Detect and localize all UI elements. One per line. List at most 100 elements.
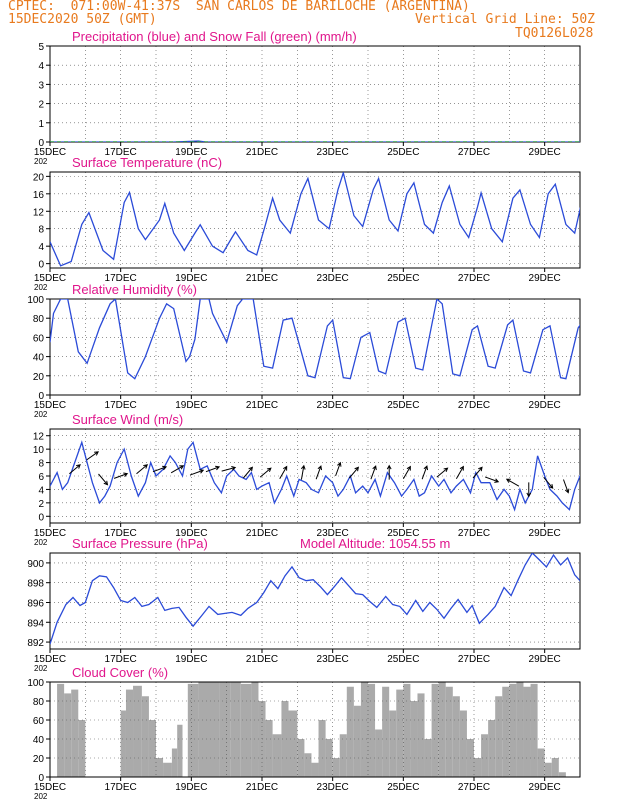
y-tick-label: 80 <box>33 314 45 325</box>
panel-frame <box>49 45 581 143</box>
panel-6: 0 20 40 60 80 100 15DEC 17DEC 19DEC 21DEC 23DEC 25D… <box>27 665 608 800</box>
cloud-bar <box>537 748 545 777</box>
wind-arrow <box>526 482 532 498</box>
page-header: CPTEC: 071:00W-41:37S SAN CARLOS DE BARI… <box>0 0 618 48</box>
y-tick-label: 0 <box>38 138 44 149</box>
panel-title: Surface Temperature (nC) <box>72 155 222 170</box>
x-tick-label: 15DEC <box>34 782 66 793</box>
wind-arrow <box>205 465 221 473</box>
y-tick-label: 40 <box>33 353 45 364</box>
cloud-bar <box>240 683 252 777</box>
cloud-bar <box>389 710 397 777</box>
cloud-bar <box>230 682 241 777</box>
cloud-bar <box>57 683 65 777</box>
wind-arrow <box>300 464 306 480</box>
y-tick-label: 20 <box>33 372 45 383</box>
cloud-bar <box>304 753 312 777</box>
series-temperature <box>50 172 580 267</box>
x-tick-label: 23DEC <box>317 147 349 158</box>
y-tick-label: 4 <box>38 242 44 253</box>
cloud-bar <box>594 711 601 778</box>
y-tick-label: 20 <box>33 172 45 183</box>
x-tick-label: 29DEC <box>529 654 561 665</box>
cloud-bar <box>452 696 460 777</box>
cloud-bar <box>339 734 347 777</box>
y-tick-label: 894 <box>27 618 44 629</box>
y-tick-label: 900 <box>27 559 44 570</box>
cloud-bar <box>148 720 156 777</box>
y-tick-label: 100 <box>27 295 44 306</box>
x-tick-label: 23DEC <box>317 654 349 665</box>
cloud-bar <box>133 685 142 777</box>
panel-title: Cloud Cover (%) <box>72 665 168 680</box>
cloud-bar <box>459 710 467 777</box>
x-tick-label: 21DEC <box>246 528 278 539</box>
cloud-bar <box>346 686 354 777</box>
wind-arrow <box>242 466 254 479</box>
y-tick-label: 0 <box>38 773 44 784</box>
panel-frame <box>49 552 581 650</box>
cloud-bar <box>495 696 503 777</box>
y-tick-label: 60 <box>33 716 45 727</box>
cloud-bar <box>403 683 411 777</box>
wind-arrow <box>152 465 168 473</box>
cloud-bar <box>171 748 178 777</box>
cloud-bar <box>601 684 608 777</box>
panel-frame <box>49 171 581 269</box>
cloud-bar <box>198 682 209 777</box>
x-tick-label: 29DEC <box>529 147 561 158</box>
panel-5: 892 894 896 898 900 15DEC 17DEC 19DEC 21DEC 23DEC… <box>27 536 581 673</box>
station-header: CPTEC: 071:00W-41:37S SAN CARLOS DE BARI… <box>8 0 470 14</box>
y-tick-label: 0 <box>38 260 44 271</box>
x-tick-label: 27DEC <box>458 528 490 539</box>
cloud-bar <box>431 683 439 777</box>
cloud-bar <box>502 686 510 777</box>
x-tick-label: 17DEC <box>105 273 137 284</box>
panel-annotation: Model Altitude: 1054.55 m <box>300 536 450 551</box>
y-tick-label: 4 <box>38 61 44 72</box>
cloud-bar <box>368 683 376 777</box>
y-tick-label: 40 <box>33 735 45 746</box>
y-tick-label: 4 <box>38 485 44 496</box>
wind-arrow <box>189 469 205 476</box>
y-tick-label: 10 <box>33 445 45 456</box>
cloud-bar <box>272 734 282 777</box>
cloud-bar <box>587 744 594 777</box>
vertical-grid-note: Vertical Grid Line: 50Z <box>415 12 596 27</box>
cloud-bar <box>332 758 340 777</box>
x-tick-label: 29DEC <box>529 528 561 539</box>
x-tick-label: 27DEC <box>458 654 490 665</box>
cloud-bar <box>353 705 361 777</box>
panel-3: 0 20 40 60 80 100 15DEC 17DEC 19DEC 21DEC 23DEC 25D… <box>27 282 581 419</box>
cloud-bar <box>187 683 199 777</box>
cloud-bar <box>396 689 404 777</box>
y-tick-label: 3 <box>38 80 44 91</box>
x-tick-label: 23DEC <box>317 400 349 411</box>
cloud-bar <box>281 701 289 777</box>
wind-arrow <box>402 465 411 479</box>
panel-title: Surface Pressure (hPa) <box>72 536 208 551</box>
x-tick-label: 19DEC <box>175 147 207 158</box>
y-tick-label: 80 <box>33 697 45 708</box>
cloud-bar <box>523 686 531 777</box>
cloud-bar <box>311 762 319 777</box>
cloud-bar <box>424 739 432 777</box>
x-tick-label: 19DEC <box>175 273 207 284</box>
cloud-bar <box>177 724 183 777</box>
cloud-bar <box>488 720 496 777</box>
cloud-bar <box>530 683 538 777</box>
x-tick-label: 25DEC <box>387 782 419 793</box>
series-surface-pressure <box>50 553 580 645</box>
y-tick-label: 100 <box>27 678 44 689</box>
cloud-bar <box>297 739 305 777</box>
cloud-bar <box>445 686 453 777</box>
cloud-bar <box>120 710 126 777</box>
wind-arrow <box>505 478 520 487</box>
cloud-bar <box>516 682 524 777</box>
run-date: 15DEC2020 50Z (GMT) <box>8 12 157 27</box>
year-label: 202 <box>34 538 48 547</box>
cloud-bar <box>125 689 134 777</box>
x-tick-label: 21DEC <box>246 654 278 665</box>
panel-1: 0 1 2 3 4 5 15DEC 17DEC 19DEC 21DEC 23DEC 25DEC 27DE… <box>34 29 581 166</box>
